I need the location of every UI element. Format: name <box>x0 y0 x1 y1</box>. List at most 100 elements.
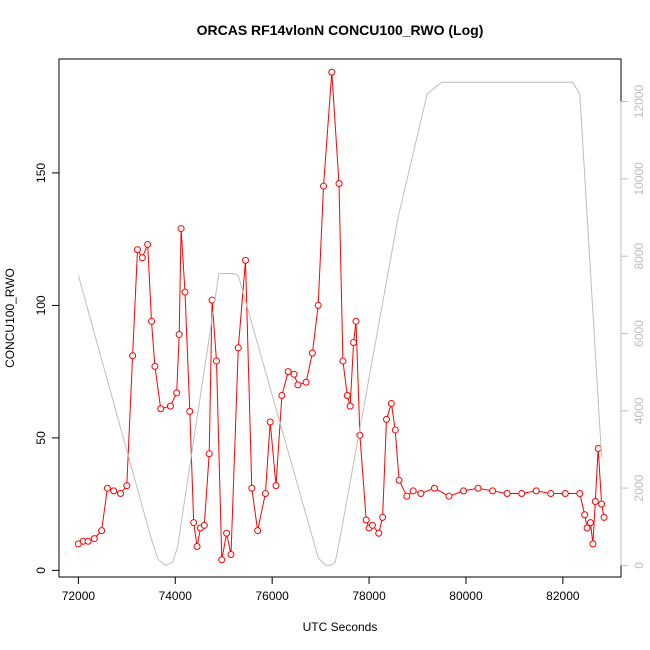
data-point <box>234 344 242 352</box>
data-point <box>589 540 597 548</box>
data-point <box>133 246 141 254</box>
data-point <box>598 500 606 508</box>
data-point <box>343 392 351 400</box>
data-point <box>474 484 482 492</box>
series-1-line <box>78 72 605 560</box>
data-point <box>518 490 526 498</box>
data-point <box>290 370 298 378</box>
series-layer <box>74 68 608 566</box>
data-point <box>320 182 328 190</box>
data-point <box>117 490 125 498</box>
y-tick-label: 150 <box>34 163 48 183</box>
data-point <box>177 225 185 233</box>
x-tick-label: 78000 <box>352 589 386 603</box>
data-point <box>356 431 364 439</box>
data-point <box>352 317 360 325</box>
data-point <box>314 301 322 309</box>
x-tick-label: 74000 <box>159 589 193 603</box>
data-point <box>193 543 201 551</box>
data-point <box>173 389 181 397</box>
data-point <box>129 352 137 360</box>
data-point <box>294 381 302 389</box>
data-point <box>148 317 156 325</box>
data-point <box>409 487 417 495</box>
data-point <box>261 490 269 498</box>
data-point <box>532 487 540 495</box>
data-point <box>144 240 152 248</box>
data-point <box>335 180 343 188</box>
data-point <box>242 256 250 264</box>
y-axis-label: CONCU100_RWO <box>3 268 17 368</box>
data-point <box>254 527 262 535</box>
data-point <box>200 521 208 529</box>
plot-frame <box>58 58 622 578</box>
y2-tick-label: 0 <box>632 562 646 569</box>
data-point <box>328 68 336 76</box>
data-point <box>503 490 511 498</box>
x-tick-label: 76000 <box>255 589 289 603</box>
data-point <box>600 513 608 521</box>
data-point <box>346 402 354 410</box>
y-tick-label: 50 <box>34 431 48 445</box>
data-point <box>157 405 165 413</box>
data-point <box>379 513 387 521</box>
data-point <box>166 402 174 410</box>
data-point <box>350 339 358 347</box>
data-point <box>391 426 399 434</box>
y2-tick-label: 10000 <box>632 162 646 196</box>
data-point <box>227 550 235 558</box>
y-tick-label: 100 <box>34 295 48 315</box>
data-point <box>284 368 292 376</box>
y2-tick-label: 2000 <box>632 474 646 501</box>
y2-tick-label: 4000 <box>632 397 646 424</box>
data-point <box>489 487 497 495</box>
data-point <box>205 450 213 458</box>
data-point <box>583 524 591 532</box>
data-point <box>110 487 118 495</box>
data-point <box>302 378 310 386</box>
data-point <box>430 484 438 492</box>
y2-tick-label: 12000 <box>632 85 646 119</box>
data-point <box>138 254 146 262</box>
x-tick-label: 72000 <box>62 589 96 603</box>
data-point <box>339 357 347 365</box>
data-point <box>103 484 111 492</box>
data-point <box>417 490 425 498</box>
data-point <box>308 349 316 357</box>
data-point <box>547 490 555 498</box>
data-point <box>561 490 569 498</box>
data-point <box>190 519 198 527</box>
data-point <box>581 511 589 519</box>
data-point <box>460 487 468 495</box>
y-tick-label: 0 <box>34 567 48 574</box>
x-axis-label: UTC Seconds <box>303 620 378 634</box>
data-point <box>383 415 391 423</box>
data-point <box>212 357 220 365</box>
data-point <box>576 490 584 498</box>
data-point <box>375 529 383 537</box>
data-point <box>403 492 411 500</box>
x-tick-label: 80000 <box>449 589 483 603</box>
x-tick-label: 82000 <box>546 589 580 603</box>
series-2-line <box>77 81 603 566</box>
data-point <box>181 288 189 296</box>
data-point <box>84 537 92 545</box>
data-point <box>278 392 286 400</box>
data-point <box>586 519 594 527</box>
chart-title: ORCAS RF14vlonN CONCU100_RWO (Log) <box>197 22 484 38</box>
data-point <box>175 331 183 339</box>
data-point <box>151 362 159 370</box>
data-point <box>395 476 403 484</box>
data-point <box>218 556 226 564</box>
data-point <box>368 521 376 529</box>
data-point <box>223 529 231 537</box>
data-point <box>186 407 194 415</box>
data-point <box>362 516 370 524</box>
data-point <box>591 497 599 505</box>
y2-tick-label: 8000 <box>632 242 646 269</box>
data-point <box>98 527 106 535</box>
y2-tick-label: 6000 <box>632 320 646 347</box>
data-point <box>90 535 98 543</box>
data-point <box>594 444 602 452</box>
